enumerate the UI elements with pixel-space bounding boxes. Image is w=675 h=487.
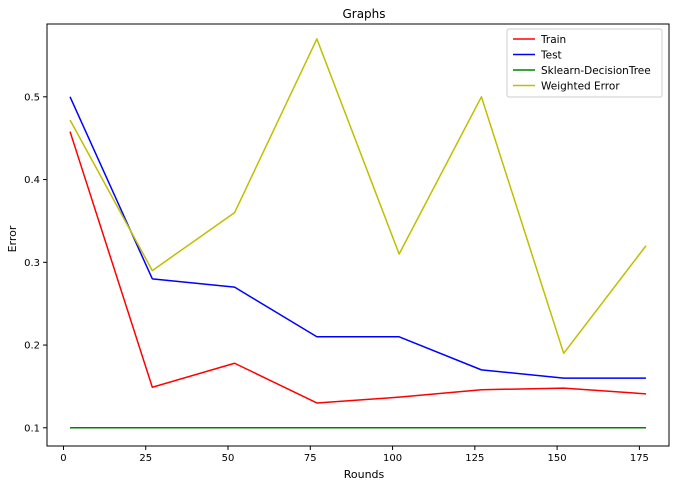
x-tick-label: 50 — [222, 453, 235, 464]
plot-frame — [46, 23, 670, 447]
x-tick-label: 25 — [139, 453, 152, 464]
x-tick-label: 175 — [630, 453, 649, 464]
x-tick-label: 75 — [304, 453, 317, 464]
x-tick-label: 100 — [383, 453, 402, 464]
x-axis: 0 25 50 75 100 125 150 175 — [60, 446, 649, 464]
x-axis-label: Rounds — [344, 468, 385, 481]
y-axis: 0.1 0.2 0.3 0.4 0.5 — [24, 92, 47, 434]
x-tick-label: 125 — [465, 453, 484, 464]
legend-entry: Test — [540, 49, 562, 61]
y-tick-label: 0.4 — [24, 175, 40, 186]
series-line-train — [69, 131, 647, 404]
legend-entry: Sklearn-DecisionTree — [541, 65, 651, 77]
chart-title: Graphs — [342, 7, 385, 21]
plot-area — [69, 38, 647, 429]
legend-box — [506, 28, 663, 98]
y-tick-label: 0.5 — [24, 92, 40, 103]
x-tick-label: 150 — [548, 453, 567, 464]
legend-entry: Weighted Error — [541, 80, 620, 92]
y-axis-label: Error — [6, 225, 19, 252]
series-line-test — [69, 96, 646, 379]
legend: Train Test Sklearn-DecisionTree Weighted Er… — [506, 28, 663, 98]
y-tick-label: 0.3 — [24, 258, 40, 269]
y-tick-label: 0.2 — [24, 341, 40, 352]
series-line-weighted-error — [69, 38, 647, 355]
x-tick-label: 0 — [60, 453, 66, 464]
legend-entry: Train — [540, 34, 566, 46]
y-tick-label: 0.1 — [24, 423, 40, 434]
